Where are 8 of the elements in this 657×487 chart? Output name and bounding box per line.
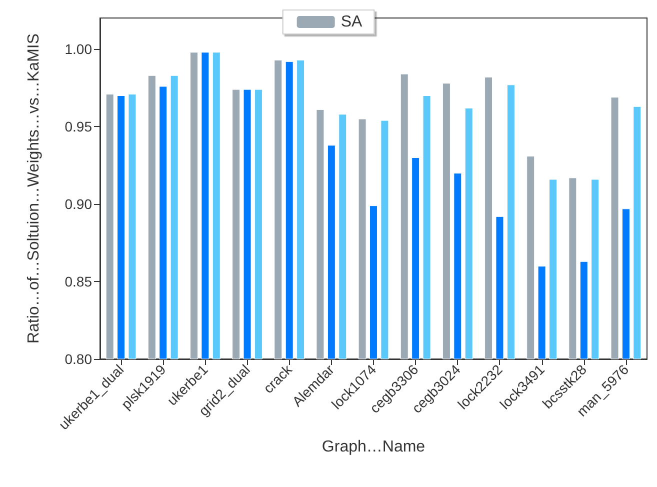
- y-tick-label: 1.00: [64, 41, 92, 57]
- legend-label: SA: [340, 14, 362, 30]
- y-tick-label: 0.85: [64, 274, 92, 290]
- y-tick-label: 0.80: [64, 351, 92, 367]
- y-tick-label: 0.95: [64, 118, 92, 134]
- x-axis-title: Graph…Name: [322, 438, 426, 456]
- y-tick-label: 0.90: [64, 196, 92, 212]
- y-axis-title: Ratio…of…Soltuion…Weights…vs…KaMIS: [26, 33, 42, 344]
